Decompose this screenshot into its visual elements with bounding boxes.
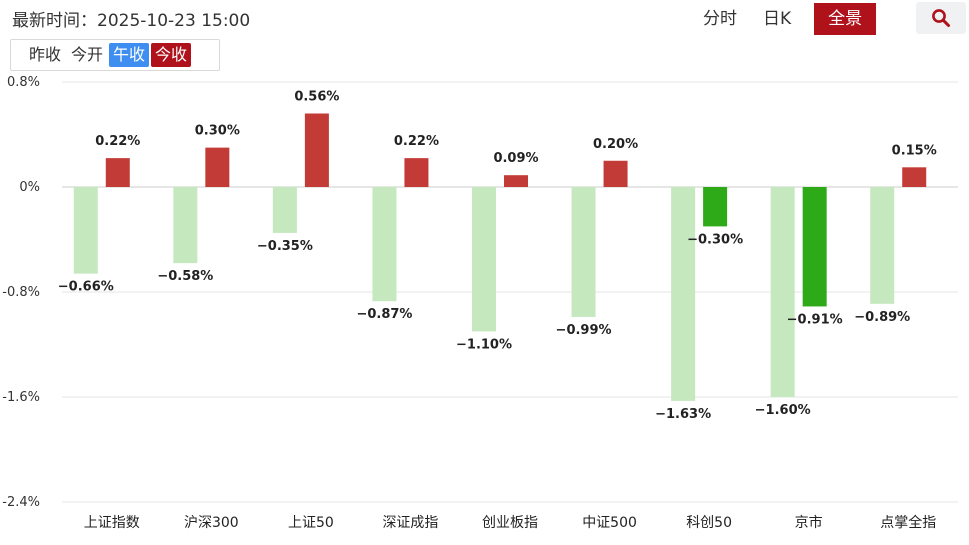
data-label: −0.30% [687, 232, 743, 247]
today-close-bar [105, 158, 130, 187]
x-tick-label: 科创50 [686, 515, 732, 531]
compare-tab-today-open[interactable]: 今开 [71, 45, 104, 64]
compare-tab-noon-close[interactable]: 午收 [109, 43, 150, 67]
noon-close-bar [73, 187, 98, 274]
data-label: 0.30% [195, 124, 240, 139]
y-tick-label: -1.6% [2, 390, 40, 405]
search-button[interactable] [916, 2, 966, 34]
data-label: 0.22% [95, 134, 140, 149]
y-tick-label: 0% [19, 180, 40, 195]
x-tick-label: 中证500 [582, 515, 637, 531]
noon-close-bar [173, 187, 198, 264]
noon-close-bar [671, 187, 696, 401]
view-tabs: 分时 日K 全景 [690, 2, 877, 36]
noon-close-bar [472, 187, 496, 332]
today-close-bar [802, 187, 827, 307]
today-close-bar [304, 113, 329, 187]
today-close-bar [404, 158, 429, 187]
noon-close-bar [272, 187, 297, 233]
tab-daily-k[interactable]: 日K [763, 9, 792, 29]
data-label: −0.87% [356, 307, 412, 322]
search-icon [932, 9, 950, 27]
data-label: −0.35% [257, 239, 313, 254]
data-label: 0.15% [892, 143, 937, 158]
data-label: −1.60% [755, 403, 811, 418]
data-label: 0.20% [593, 137, 638, 152]
today-close-bar [902, 167, 927, 187]
data-label: 0.22% [394, 134, 439, 149]
x-tick-label: 沪深300 [184, 515, 239, 531]
x-tick-label: 上证50 [288, 515, 334, 531]
compare-selector: 昨收 今开 午收 今收 [10, 39, 220, 71]
data-label: −0.58% [157, 269, 213, 284]
y-tick-label: -0.8% [2, 285, 40, 300]
compare-tab-prev-close[interactable]: 昨收 [29, 45, 62, 64]
tab-panorama[interactable]: 全景 [814, 3, 877, 35]
data-label: 0.56% [294, 90, 339, 105]
y-tick-label: 0.8% [7, 75, 40, 90]
update-time: 最新时间：2025-10-23 15:00 [12, 11, 251, 31]
today-close-bar [603, 160, 628, 187]
data-label: −0.91% [787, 312, 843, 327]
x-tick-label: 创业板指 [482, 515, 538, 531]
data-label: −0.89% [854, 310, 910, 325]
data-label: −0.99% [556, 323, 612, 338]
data-label: −1.63% [655, 407, 711, 422]
compare-tab-today-close[interactable]: 今收 [151, 43, 192, 67]
x-tick-label: 上证指数 [84, 515, 140, 531]
noon-close-bar [870, 187, 895, 304]
noon-close-bar [770, 187, 795, 397]
noon-close-bar [571, 187, 596, 317]
x-tick-label: 点掌全指 [880, 514, 936, 531]
tab-intraday[interactable]: 分时 [703, 9, 737, 29]
today-close-bar [504, 175, 528, 187]
y-tick-label: -2.4% [2, 495, 40, 510]
x-tick-label: 京市 [795, 514, 823, 531]
data-label: −1.10% [456, 337, 512, 352]
data-label: 0.09% [493, 151, 538, 166]
today-close-bar [703, 187, 728, 227]
today-close-bar [205, 147, 230, 187]
noon-close-bar [372, 187, 397, 302]
x-tick-label: 深证成指 [382, 515, 438, 531]
data-label: −0.66% [58, 280, 114, 295]
